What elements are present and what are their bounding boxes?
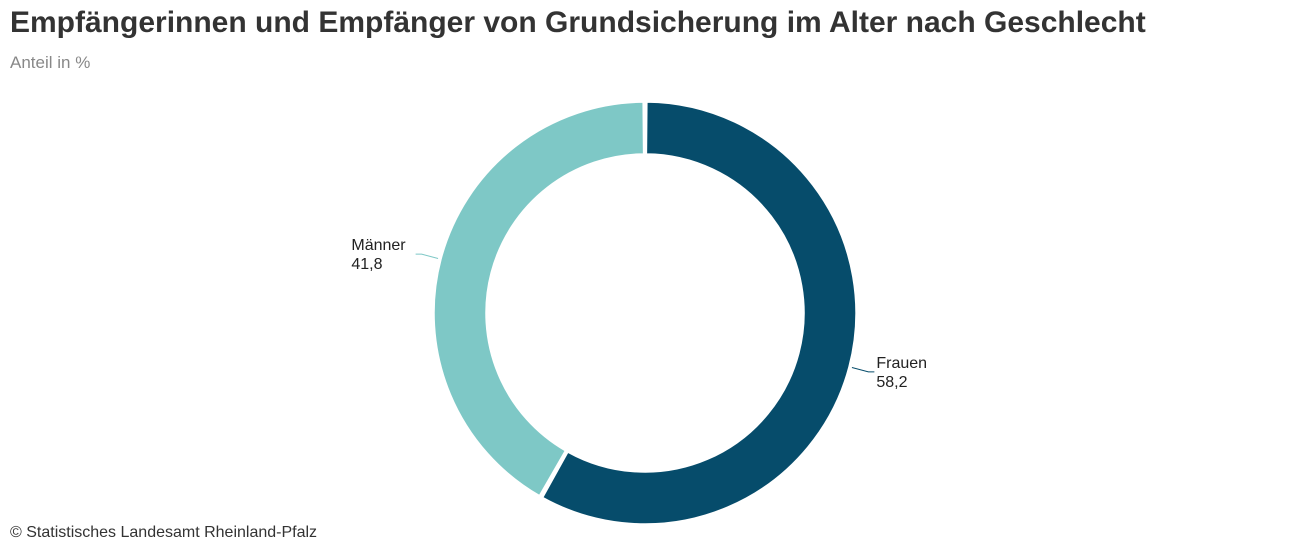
leader-line-frauen	[851, 367, 875, 373]
leader-lines-layer	[415, 253, 875, 373]
chart-title: Empfängerinnen und Empfänger von Grundsi…	[10, 6, 1146, 39]
slice-label-value: 41,8	[351, 256, 382, 273]
leader-line-m-nner	[415, 253, 439, 259]
slice-label-value: 58,2	[876, 374, 907, 391]
slices-layer	[433, 101, 857, 525]
slice-label-name: Männer	[351, 237, 406, 254]
slice-labels-layer: Frauen 58,2 Männer 41,8	[351, 237, 927, 391]
slice-frauen[interactable]	[541, 101, 857, 525]
chart-subtitle: Anteil in %	[10, 53, 91, 72]
source-credit: © Statistisches Landesamt Rheinland-Pfal…	[10, 524, 318, 541]
slice-m-nner[interactable]	[433, 101, 645, 497]
slice-label-name: Frauen	[876, 355, 927, 372]
